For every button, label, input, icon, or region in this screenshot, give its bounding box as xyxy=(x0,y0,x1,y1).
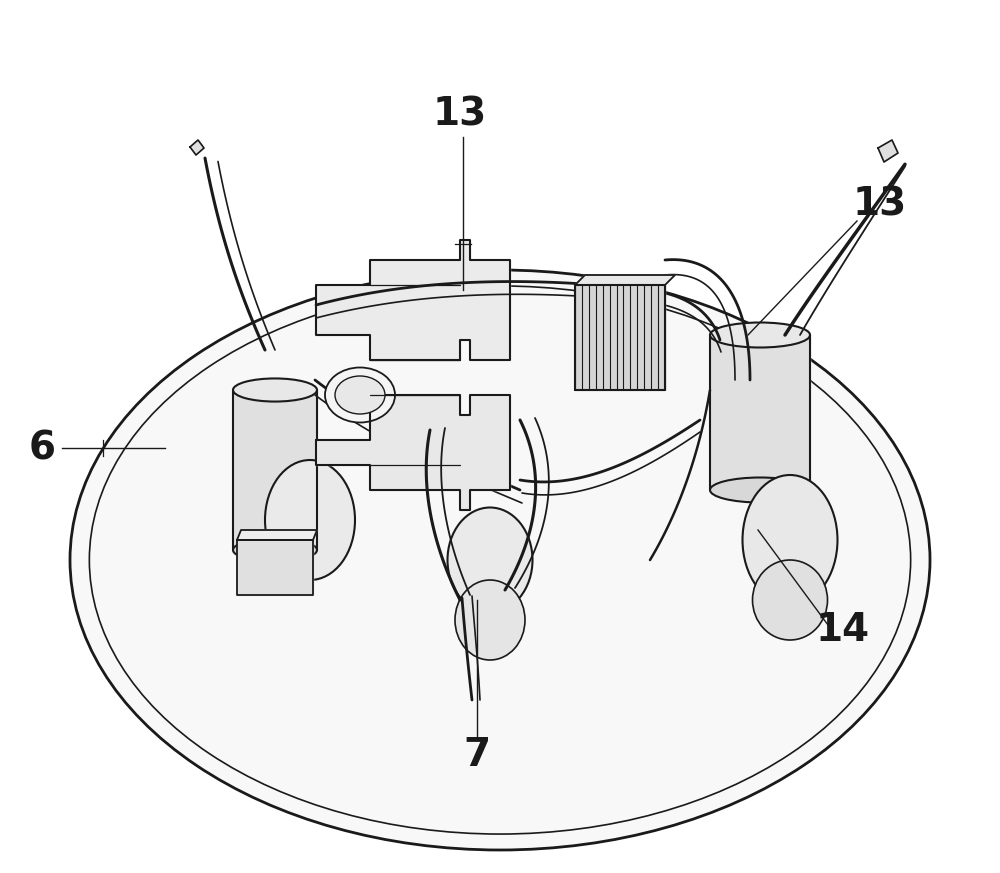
Polygon shape xyxy=(575,275,675,285)
Polygon shape xyxy=(237,530,317,540)
Polygon shape xyxy=(190,140,204,155)
Text: 13: 13 xyxy=(433,96,487,134)
Text: 13: 13 xyxy=(853,186,907,224)
Text: 7: 7 xyxy=(463,736,491,774)
Ellipse shape xyxy=(89,286,911,834)
Ellipse shape xyxy=(448,507,532,613)
Ellipse shape xyxy=(335,376,385,414)
Text: 14: 14 xyxy=(816,611,870,649)
Ellipse shape xyxy=(325,368,395,423)
Ellipse shape xyxy=(70,270,930,850)
Ellipse shape xyxy=(753,560,828,640)
Ellipse shape xyxy=(742,475,838,605)
Polygon shape xyxy=(316,240,510,360)
Polygon shape xyxy=(316,395,510,510)
Ellipse shape xyxy=(265,460,355,580)
Polygon shape xyxy=(710,335,810,490)
Ellipse shape xyxy=(233,539,317,561)
Ellipse shape xyxy=(710,478,810,503)
Polygon shape xyxy=(237,540,313,595)
Ellipse shape xyxy=(710,322,810,347)
Polygon shape xyxy=(233,390,317,550)
Ellipse shape xyxy=(455,580,525,660)
Text: 6: 6 xyxy=(28,429,56,467)
Polygon shape xyxy=(575,285,665,390)
Ellipse shape xyxy=(233,379,317,402)
Polygon shape xyxy=(878,140,898,162)
